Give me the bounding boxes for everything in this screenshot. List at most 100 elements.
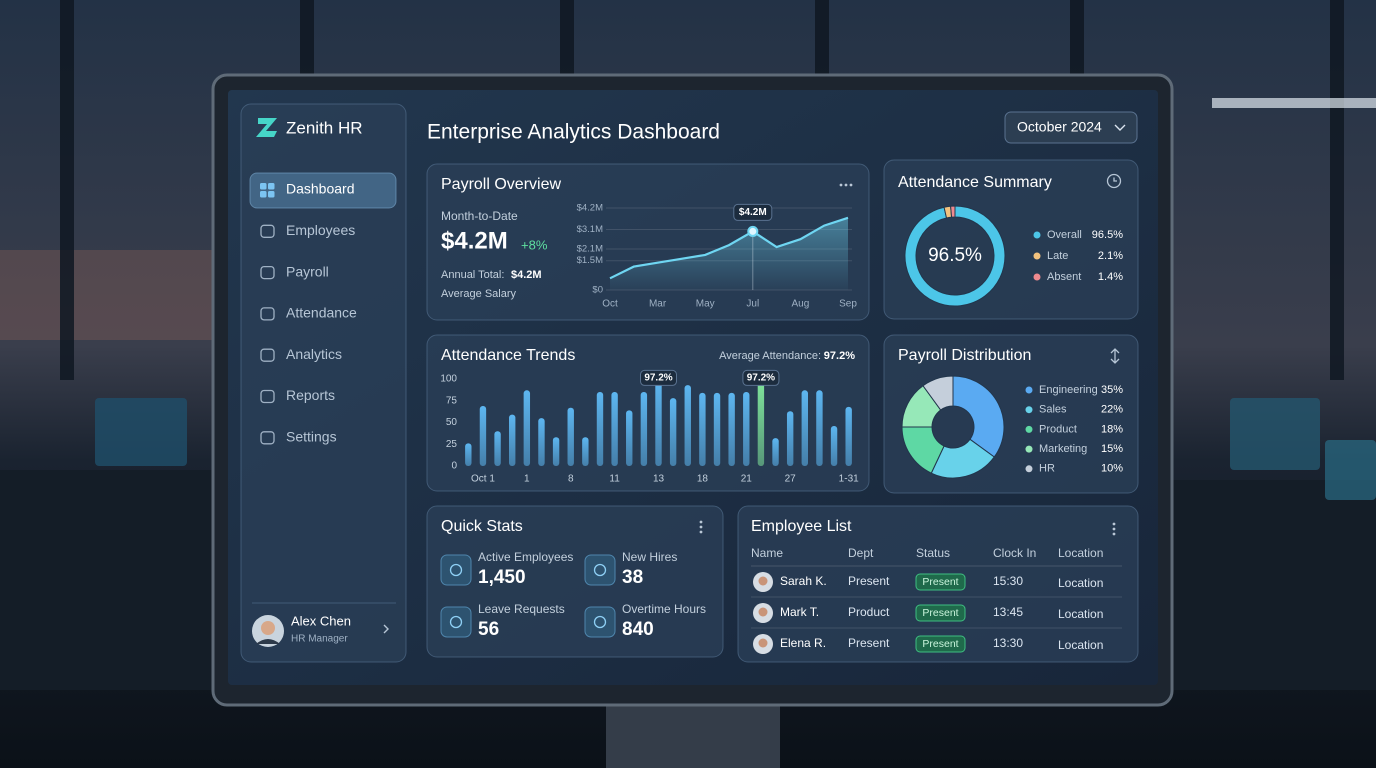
user-chevron[interactable] [383,624,389,634]
stat-label: Leave Requests [478,602,565,616]
bar [655,381,662,466]
bar [757,381,765,466]
nav-item[interactable]: Payroll [286,263,329,279]
stat-value: 56 [478,619,499,640]
annotation-box [733,203,773,221]
area [610,217,848,290]
bar [567,407,574,466]
donut-segment [904,205,1006,307]
stat-icon-glyph [449,563,463,577]
brand-name: Zenith HR [286,118,363,137]
bar [626,410,633,466]
avatar-face [758,638,768,648]
bar [713,392,721,466]
cell: Location [1058,638,1103,652]
metric-value: $4.2M [441,227,508,254]
x-tick-label: 13 [653,474,665,485]
donut-center-label: 96.5% [928,245,982,266]
bar [465,443,472,466]
stat-icon-glyph [449,615,463,629]
status-label: Present [922,638,958,650]
legend-value: 1.4% [1098,271,1123,283]
sort-icon[interactable] [1110,348,1120,364]
employee-name: Mark T. [780,605,819,619]
avatar-face [758,576,768,586]
window-frame [60,0,74,380]
menu-dot[interactable] [1112,532,1116,536]
annual-value: $4.2M [511,269,542,281]
menu-dot[interactable] [1112,527,1116,531]
value-label-box [640,369,677,386]
period-dropdown[interactable] [1004,111,1138,144]
stat-label: Overtime Hours [622,602,706,616]
x-tick-label: 8 [568,474,574,485]
clock-icon[interactable] [1106,173,1122,189]
value-label-box [742,369,780,386]
panel-title: Employee List [751,518,852,535]
nav-icon [268,191,275,198]
panel-title: Payroll Overview [441,176,561,193]
nav-item[interactable]: Employees [286,222,355,238]
nav-icon [260,183,267,190]
nav-item[interactable]: Attendance [286,305,357,321]
legend-value: 22% [1101,404,1123,416]
donut-segment [952,375,1005,458]
legend-dot [1025,386,1033,394]
monitor-stand [606,700,780,768]
bar [552,437,560,466]
legend-dot [1033,252,1041,260]
line [609,216,849,280]
nav-icon [260,265,275,280]
menu-dot[interactable] [1112,522,1116,526]
status-pill [915,573,966,591]
annual-label: Annual Total: [441,269,504,281]
x-tick-label: 27 [785,474,797,485]
nav-icon [260,307,275,321]
legend-dot [1025,465,1033,473]
y-tick-label: $1.5M [577,255,603,266]
period-label[interactable]: October 2024 [1017,119,1102,135]
legend-label: Product [1039,423,1077,435]
nav-icon [268,183,275,190]
nav-icon [260,389,275,404]
bar [845,406,852,466]
x-tick-label: 21 [741,474,753,485]
bar [743,392,750,466]
page-title: Enterprise Analytics Dashboard [427,121,720,144]
x-tick-label: 11 [609,474,620,485]
bar [684,385,691,466]
x-tick-label: 1-31 [839,474,859,485]
nav-active[interactable] [249,172,397,209]
stat-label: Active Employees [478,550,573,564]
attendance-summary-panel [883,159,1139,320]
nav-item[interactable]: Reports [286,387,335,403]
cell: Location [1058,607,1103,621]
cell: Location [1058,576,1103,590]
cell: 13:45 [993,605,1023,619]
nav-item[interactable]: Dashboard [286,181,355,197]
bar [728,392,735,466]
employee-name: Sarah K. [780,574,827,588]
menu-dot[interactable] [699,530,703,534]
menu-dot[interactable] [839,183,843,187]
legend-label: Engineering [1039,384,1098,396]
clock-hands [1113,177,1117,182]
y-tick-label: $0 [592,285,603,296]
column-header: Dept [848,546,874,560]
legend-dot [1025,425,1033,433]
menu-dot[interactable] [699,525,703,529]
bg-monitor [95,398,187,466]
cell: 15:30 [993,574,1023,588]
legend-label: Marketing [1039,443,1087,455]
menu-dot[interactable] [844,183,848,187]
stat-value: 840 [622,619,654,640]
nav-item[interactable]: Analytics [286,346,342,362]
menu-dot[interactable] [849,183,853,187]
nav-item[interactable]: Settings [286,429,337,445]
legend-dot [1025,445,1033,453]
legend-value: 2.1% [1098,250,1123,262]
legend-value: 15% [1101,443,1123,455]
menu-dot[interactable] [699,520,703,524]
bar [816,390,823,466]
average-label: Average Salary [441,288,517,300]
